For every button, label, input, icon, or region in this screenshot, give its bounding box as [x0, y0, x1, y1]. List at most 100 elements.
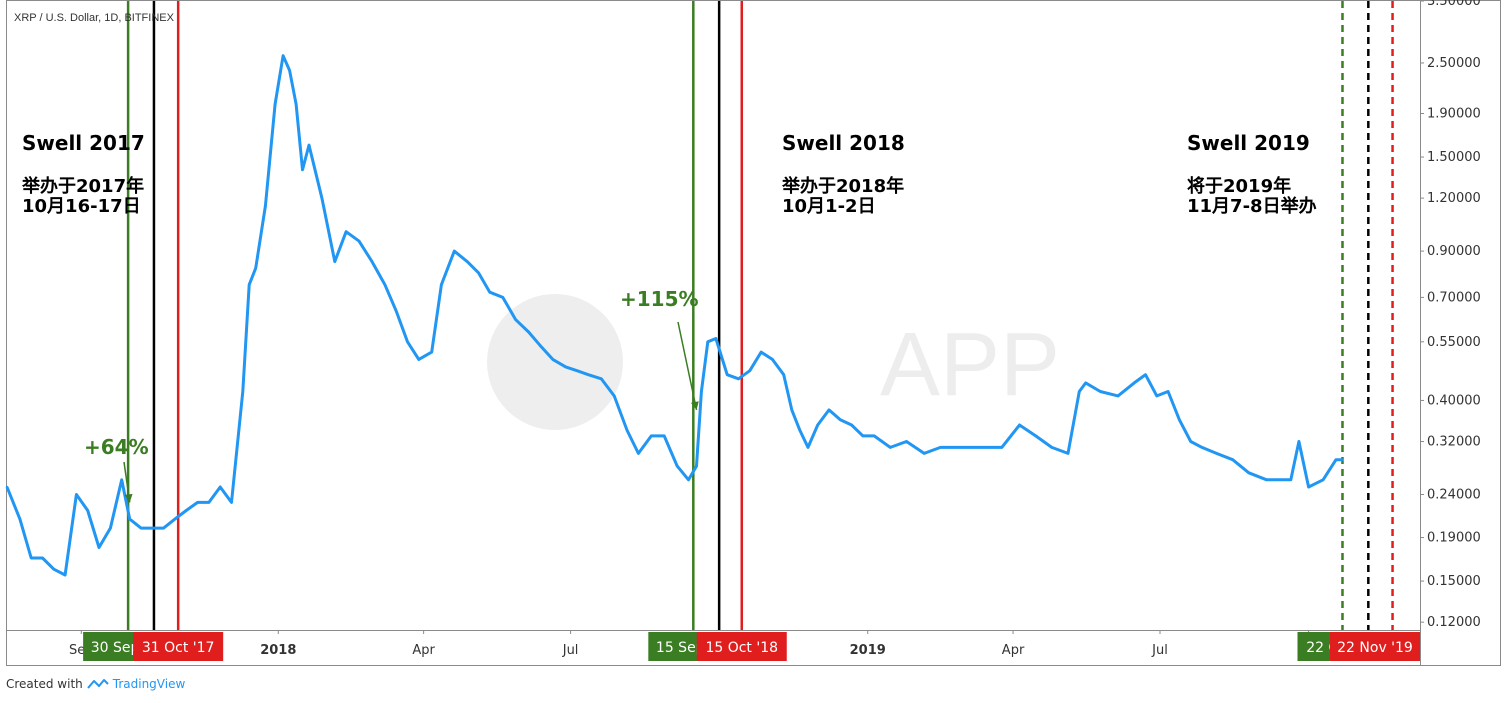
series-point	[1215, 452, 1218, 455]
series-point	[1084, 381, 1087, 385]
chart-title: XRP / U.S. Dollar, 1D, BITFINEX	[14, 12, 175, 24]
y-tick-label-13: 0.12000	[1427, 615, 1481, 630]
annotation-line1-2: 将于2019年	[1187, 175, 1291, 197]
tradingview-link[interactable]: TradingView	[112, 677, 186, 691]
series-point	[1133, 381, 1136, 385]
series-point	[151, 526, 154, 530]
series-point	[395, 309, 398, 313]
series-point	[430, 350, 433, 354]
series-point	[850, 423, 853, 427]
series-point	[839, 418, 842, 421]
series-point	[1281, 478, 1284, 481]
series-point	[5, 485, 9, 489]
series-point	[748, 369, 751, 372]
series-point	[1334, 458, 1338, 461]
series-point	[939, 446, 942, 449]
series-point	[1321, 478, 1325, 481]
series-point	[737, 377, 740, 380]
gain-arrowhead-0	[124, 493, 133, 503]
series-point	[816, 423, 819, 427]
series-point	[207, 501, 211, 504]
chart-border	[6, 0, 1501, 666]
series-point	[806, 446, 810, 449]
y-tick-label-5: 0.90000	[1427, 244, 1481, 259]
series-point	[700, 390, 703, 393]
series-point	[1231, 458, 1234, 461]
series-point	[406, 340, 409, 343]
series-point	[1178, 418, 1181, 421]
footer-credit: Created with TradingView	[6, 677, 185, 691]
series-point	[905, 440, 908, 443]
x-tick-label-1: 2018	[260, 643, 296, 658]
series-point	[1200, 446, 1204, 449]
series-point	[288, 69, 291, 72]
series-point	[97, 546, 101, 549]
series-point	[1297, 440, 1301, 443]
series-point	[320, 196, 324, 200]
series-point	[600, 377, 603, 380]
series-point	[695, 464, 698, 468]
series-point	[477, 271, 480, 274]
series-point	[466, 260, 469, 263]
event-badge-label-5: 15 Oct '18	[705, 640, 778, 656]
series-point	[827, 408, 831, 412]
series-point	[923, 452, 926, 455]
x-tick-label-2: Apr	[412, 643, 435, 658]
tradingview-logo-icon	[87, 679, 109, 689]
series-point	[551, 358, 554, 361]
series-point	[417, 358, 420, 361]
series-point	[1116, 394, 1120, 398]
y-tick-label-12: 0.15000	[1427, 574, 1481, 589]
annotation-line1-1: 举办于2018年	[781, 175, 904, 197]
annotation-heading-1: Swell 2018	[782, 131, 905, 155]
gain-label-0: +64%	[84, 435, 149, 459]
series-point	[75, 493, 78, 496]
series-point	[782, 373, 785, 376]
series-point	[139, 526, 143, 530]
x-tick-label-6: Jul	[1151, 643, 1168, 658]
series-point	[790, 408, 793, 412]
series-point	[625, 429, 629, 432]
y-tick-label-9: 0.32000	[1427, 435, 1481, 450]
series-point	[109, 526, 112, 530]
series-point	[370, 260, 374, 263]
y-tick-label-3: 1.50000	[1427, 150, 1481, 165]
series-point	[254, 267, 257, 270]
series-point	[440, 283, 443, 286]
event-badge-8	[1330, 632, 1420, 661]
series-point	[86, 509, 89, 512]
series-point	[1050, 446, 1054, 449]
series-point	[1155, 394, 1159, 398]
event-badge-label-2: 31 Oct '17	[142, 640, 215, 656]
series-point	[650, 434, 653, 438]
series-point	[63, 573, 67, 577]
y-tick-label-2: 1.90000	[1427, 107, 1481, 122]
series-point	[30, 556, 33, 560]
y-tick-label-0: 3.50000	[1427, 0, 1481, 9]
series-point	[663, 434, 666, 438]
series-point	[798, 429, 802, 432]
gain-arrow-1	[677, 321, 698, 411]
x-tick-label-3: Jul	[562, 643, 579, 658]
y-tick-label-6: 0.70000	[1427, 290, 1481, 305]
series-point	[301, 168, 304, 171]
annotation-line1-0: 举办于2017年	[21, 175, 144, 197]
series-point	[196, 501, 199, 504]
series-point	[771, 358, 774, 361]
y-tick-label-8: 0.40000	[1427, 393, 1481, 408]
annotation-heading-0: Swell 2017	[22, 131, 145, 155]
series-point	[357, 239, 361, 243]
series-point	[162, 526, 165, 530]
y-axis: 3.50000 2.50000 1.90000 1.50000 1.20000 0.900…	[1420, 0, 1481, 630]
series-point	[637, 452, 640, 455]
series-point	[726, 373, 729, 376]
series-point	[264, 204, 267, 208]
x-tick-label-4: 2019	[850, 643, 886, 658]
series-point	[120, 478, 123, 481]
annotation-line2-2: 11月7-8日举办	[1187, 195, 1317, 217]
created-with-text: Created with	[6, 677, 83, 691]
chart: APP XRP / U.S. Dollar, 1D, BITFINEX Swel…	[5, 0, 1501, 666]
series-point	[52, 568, 55, 571]
series-point	[759, 350, 763, 354]
